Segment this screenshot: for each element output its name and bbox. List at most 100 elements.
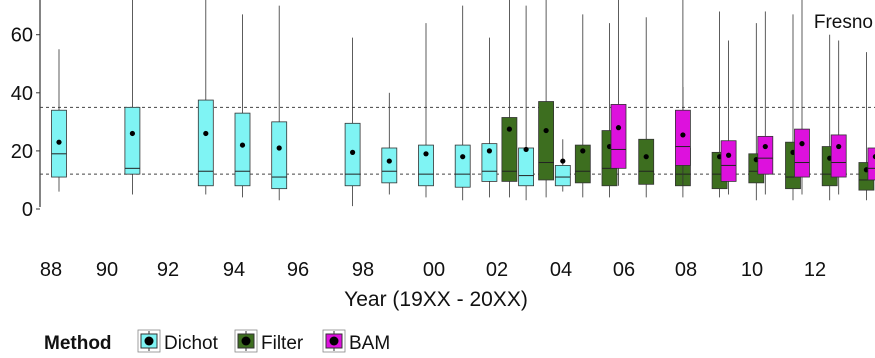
dichot-box-1997 bbox=[381, 92, 398, 195]
mean-point bbox=[543, 127, 549, 134]
filter-box-2000 bbox=[501, 0, 518, 198]
dichot-box-1998 bbox=[418, 23, 434, 198]
y-tick-label: 40 bbox=[11, 83, 33, 105]
x-tick-label: 12 bbox=[804, 259, 826, 281]
bam-box-2006 bbox=[720, 40, 737, 195]
dichot-box-1993 bbox=[234, 14, 251, 198]
x-tick-label: 98 bbox=[352, 259, 374, 281]
mean-point bbox=[836, 143, 842, 150]
x-axis-title: Year (19XX - 20XX) bbox=[344, 288, 528, 311]
box-body bbox=[481, 143, 498, 182]
box-body bbox=[638, 138, 655, 185]
dichot-box-1996 bbox=[344, 37, 361, 207]
box-body bbox=[454, 144, 471, 188]
mean-point bbox=[615, 125, 622, 131]
x-tick-label: 08 bbox=[675, 259, 697, 281]
mean-point bbox=[386, 158, 392, 164]
x-tick-label: 90 bbox=[96, 259, 118, 281]
y-axis: 0 20 40 60 bbox=[11, 25, 40, 221]
box-body bbox=[501, 117, 518, 182]
bam-box-2009 bbox=[830, 40, 847, 195]
x-tick-label: 02 bbox=[486, 259, 508, 281]
legend-key-point bbox=[144, 336, 154, 346]
legend: Method Dichot Filter BAM bbox=[44, 329, 390, 354]
mean-point bbox=[762, 143, 768, 150]
mean-point bbox=[239, 142, 246, 148]
box-body bbox=[234, 112, 251, 187]
legend-label: Dichot bbox=[164, 333, 219, 354]
mean-point bbox=[460, 154, 466, 160]
mean-point bbox=[560, 158, 566, 164]
mean-point bbox=[726, 152, 732, 158]
dichot-box-2002 bbox=[554, 139, 571, 192]
x-tick-label: 00 bbox=[423, 259, 445, 281]
box-body bbox=[610, 104, 627, 169]
dichot-box-1999 bbox=[454, 5, 471, 201]
dichot-box-2000 bbox=[481, 37, 498, 198]
x-tick-label: 88 bbox=[40, 259, 62, 281]
bam-box-2007 bbox=[757, 11, 774, 195]
dichot-box-1994 bbox=[271, 5, 288, 201]
mean-point bbox=[350, 149, 356, 155]
filter-box-2001 bbox=[538, 0, 554, 198]
bam-box-2008 bbox=[794, 0, 810, 195]
mean-point bbox=[423, 151, 429, 157]
bam-box-2010 bbox=[867, 147, 875, 181]
filter-box-2004 bbox=[638, 17, 655, 198]
box-body bbox=[794, 128, 810, 178]
box-body bbox=[675, 109, 691, 166]
legend-item-filter: Filter bbox=[234, 329, 304, 354]
box-body bbox=[197, 99, 214, 187]
mean-point bbox=[276, 145, 282, 151]
bam-box-2003 bbox=[610, 0, 627, 186]
box-body bbox=[381, 147, 398, 184]
box-body bbox=[720, 140, 737, 182]
box-body bbox=[757, 135, 774, 175]
box-body bbox=[271, 121, 288, 190]
box-body bbox=[518, 147, 534, 187]
box-body bbox=[538, 101, 554, 181]
x-tick-label: 04 bbox=[550, 259, 572, 281]
mean-point bbox=[506, 126, 512, 132]
x-tick-label: 92 bbox=[157, 259, 179, 281]
legend-item-bam: BAM bbox=[322, 329, 390, 354]
x-tick-label: 94 bbox=[223, 259, 245, 281]
mean-point bbox=[203, 130, 209, 137]
box-body bbox=[124, 106, 141, 175]
mean-point bbox=[129, 130, 135, 137]
box-body bbox=[867, 147, 875, 181]
x-tick-label: 06 bbox=[613, 259, 635, 281]
mean-point bbox=[799, 141, 805, 147]
mean-point bbox=[486, 148, 492, 154]
box-body bbox=[554, 165, 571, 187]
bam-box-2005 bbox=[675, 0, 691, 186]
legend-label: Filter bbox=[261, 333, 304, 354]
mean-point bbox=[872, 154, 875, 160]
y-tick-label: 20 bbox=[11, 141, 33, 163]
dichot-box-1990 bbox=[124, 0, 141, 195]
plot-area bbox=[39, 0, 875, 207]
mean-point bbox=[523, 146, 529, 153]
y-tick-label: 0 bbox=[22, 199, 33, 221]
legend-label: BAM bbox=[349, 333, 390, 354]
dichot-box-1988 bbox=[51, 49, 67, 192]
legend-key-point bbox=[241, 336, 251, 346]
box-body bbox=[418, 144, 434, 187]
y-tick-label: 60 bbox=[11, 25, 33, 47]
x-tick-label: 96 bbox=[287, 259, 309, 281]
boxes-group bbox=[51, 0, 875, 207]
legend-item-dichot: Dichot bbox=[137, 329, 219, 354]
mean-point bbox=[56, 139, 62, 145]
x-tick-label: 10 bbox=[741, 259, 763, 281]
legend-key-point bbox=[329, 336, 339, 346]
mean-point bbox=[680, 132, 686, 138]
filter-box-2002 bbox=[574, 14, 591, 198]
x-axis: 88 90 92 94 96 98 00 02 04 06 08 10 12 bbox=[40, 259, 826, 281]
mean-point bbox=[643, 154, 649, 160]
dichot-box-1992 bbox=[197, 0, 214, 195]
chart-title: Fresno bbox=[814, 12, 873, 33]
box-body bbox=[830, 134, 847, 178]
mean-point bbox=[580, 148, 586, 154]
box-body bbox=[574, 144, 591, 184]
